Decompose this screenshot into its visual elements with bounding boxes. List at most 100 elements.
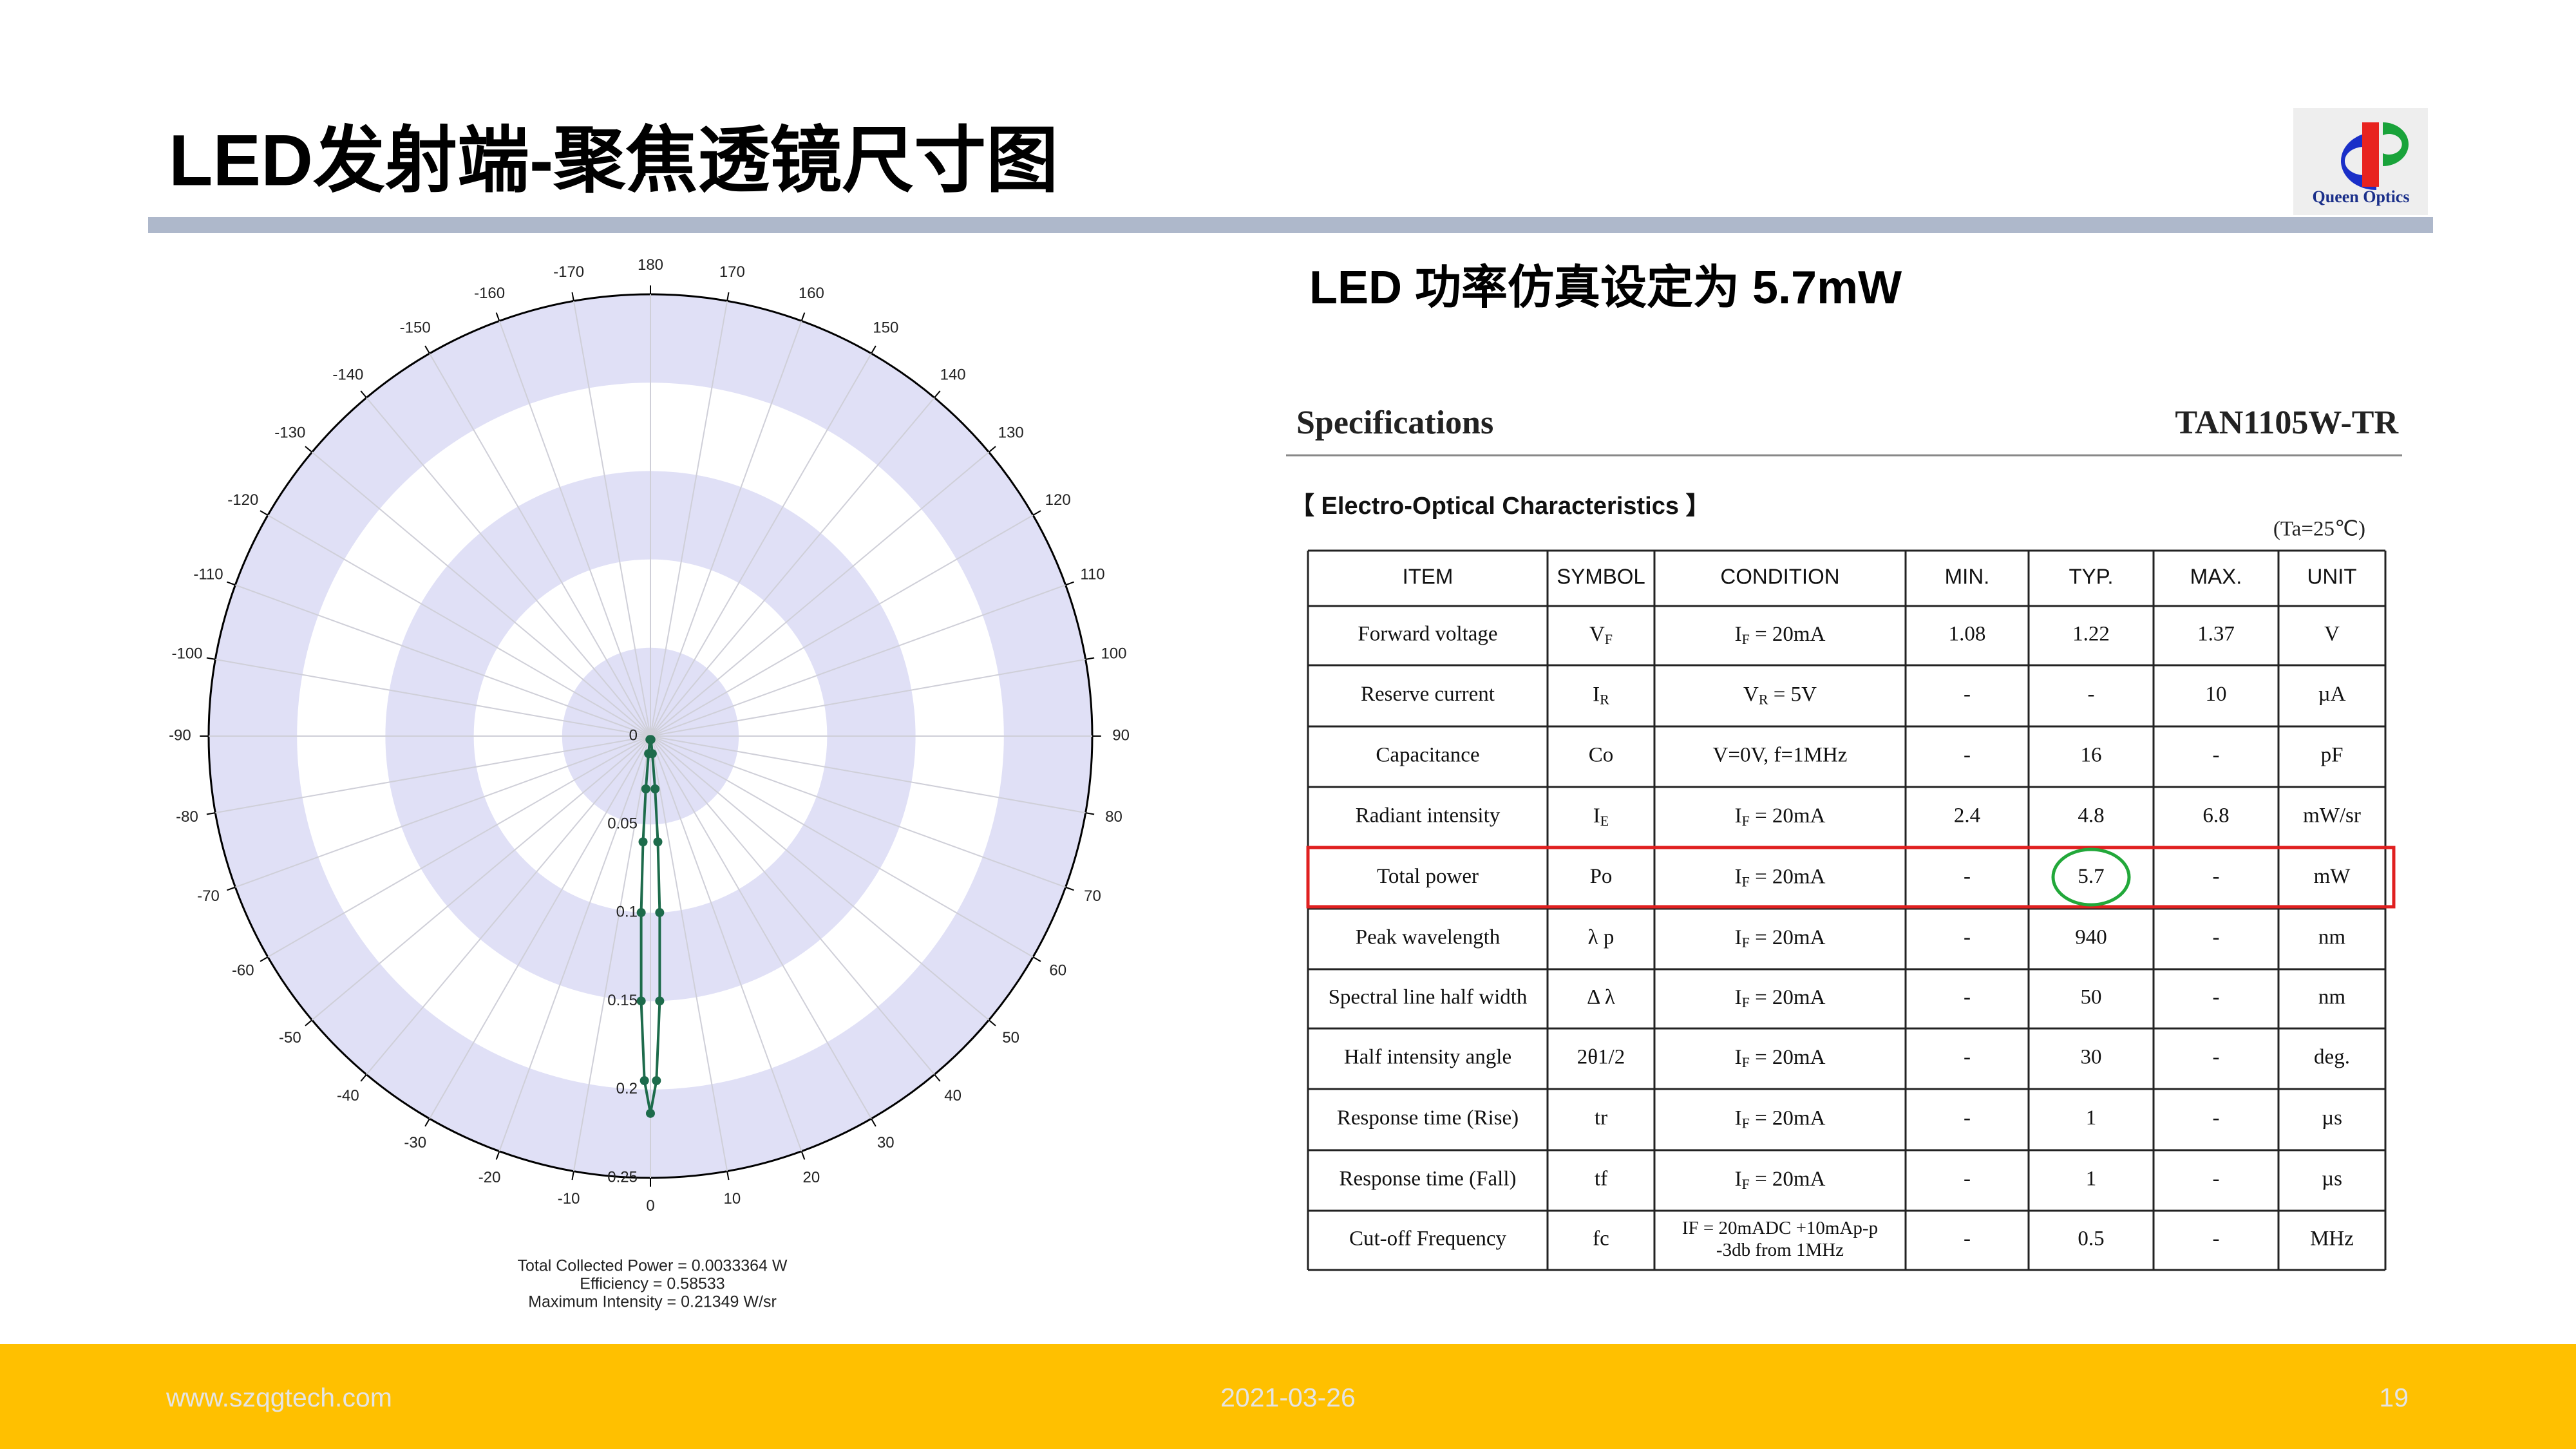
angle-tick-label: -120 [227,491,258,509]
spoke [650,301,728,737]
angle-tick-label: 50 [1002,1029,1019,1046]
angle-tick-label: 150 [873,319,898,337]
cell-rest: = 20mA [1750,1106,1826,1130]
table-cell: VR = 5V [1743,683,1817,707]
angle-tick [800,312,806,321]
cell-rest: = 20mA [1750,1046,1826,1069]
spoke [650,735,990,1021]
table-cell: 940 [2075,926,2107,949]
table-cell: - [2213,986,2220,1009]
spoke [650,584,1066,737]
angle-tick [227,581,236,586]
angle-tick-label: -20 [478,1169,501,1186]
cell-sub: F [1742,1176,1750,1192]
data-point [636,908,646,918]
angle-tick-label: -150 [400,319,431,337]
subtitle: LED 功率仿真设定为 5.7mW [1309,262,1902,314]
angle-tick [1085,657,1095,660]
angle-tick [871,1118,876,1127]
header-cell: ITEM [1403,565,1454,589]
spoke [650,735,1034,958]
table-cell: 5.7 [2078,865,2104,888]
angle-tick [726,1171,730,1180]
angle-tick-label: 20 [803,1169,820,1186]
table-cell: Capacitance [1376,744,1479,767]
angle-tick-label: -30 [404,1134,426,1151]
spoke [311,735,651,1021]
polar-chart: -170-160-150-140-130-120-110-100-90-80-7… [169,256,1130,1311]
cell-line: -3db from 1MHz [1716,1240,1844,1260]
table-cell: fc [1593,1227,1609,1251]
angle-tick-label: 0 [646,1197,654,1215]
angle-tick-label: 60 [1049,962,1066,980]
table-cell: 6.8 [2202,804,2229,828]
spoke [650,451,990,737]
table-cell: tr [1595,1106,1607,1130]
cell-sub: F [1742,1115,1750,1132]
cell-rest: = 20mA [1750,804,1826,828]
angle-tick-label: 70 [1084,887,1101,905]
table-cell: - [1964,683,1971,706]
table-cell: IF = 20mA [1735,1168,1826,1192]
spoke [650,321,802,737]
table-cell: λ p [1588,926,1615,949]
table-cell: Radiant intensity [1356,804,1501,828]
table-cell: - [2213,926,2220,949]
spoke [267,515,651,737]
cell-main: I [1593,804,1600,828]
angle-tick [260,956,269,962]
angle-tick [206,657,216,660]
radial-tick-label: 0.05 [607,815,638,833]
table-cell: IF = 20mADC +10mAp-p -3db from 1MHz [1682,1218,1878,1260]
table-cell: 1 [2086,1106,2097,1130]
header-cell: SYMBOL [1557,565,1645,589]
angle-tick [571,292,574,301]
angle-tick [1065,581,1074,586]
table-cell: mW [2314,865,2351,888]
cell-rest: = 20mA [1750,865,1826,888]
table-cell: 2.4 [1954,804,1980,828]
spoke [573,301,651,737]
spoke [650,735,935,1075]
header-cell: TYP. [2069,565,2113,589]
angle-tick [871,345,876,354]
cell-sub: F [1605,631,1613,647]
angle-tick-label: -140 [332,366,363,384]
spec-section: 【 Electro-Optical Characteristics 】 [1290,493,1710,520]
table-cell: MHz [2310,1227,2354,1251]
cell-sub: R [1600,692,1609,708]
table-cell: 4.8 [2078,804,2104,828]
angle-tick-label: 110 [1080,565,1104,583]
table-cell: IF = 20mA [1735,623,1826,647]
data-point [652,1075,661,1085]
spoke [311,451,651,737]
spec-condition: (Ta=25℃) [2273,518,2365,541]
angle-tick-label: 80 [1105,808,1122,826]
table-cell: IF = 20mA [1735,865,1826,889]
logo-text: Queen Optics [2313,187,2410,206]
table-cell: µA [2318,683,2346,706]
cell-sub: F [1742,631,1750,647]
logo-box [2293,108,2428,215]
highlight-ellipse [2051,848,2131,907]
table-cell: pF [2321,744,2344,767]
footer-date: 2021-03-26 [1220,1383,1356,1412]
angle-tick-label: 30 [877,1134,895,1151]
angle-tick [571,1171,574,1180]
angle-tick-label: 10 [724,1190,741,1208]
cell-main: I [1735,623,1742,646]
table-cell: VF [1589,623,1613,647]
footer-band [0,1344,2576,1449]
spoke [215,658,651,737]
radial-tick-label: 0.15 [607,992,638,1009]
table-cell: - [2213,1227,2220,1251]
spoke [650,735,728,1171]
angle-tick-label: -130 [274,424,305,442]
table-cell: IF = 20mA [1735,986,1826,1010]
table-cell: - [1964,986,1971,1009]
table-cell: Reserve current [1361,683,1495,706]
angle-tick-label: 130 [998,424,1024,442]
cell-main: I [1735,1168,1742,1191]
spec-model: TAN1105W-TR [2175,404,2399,441]
